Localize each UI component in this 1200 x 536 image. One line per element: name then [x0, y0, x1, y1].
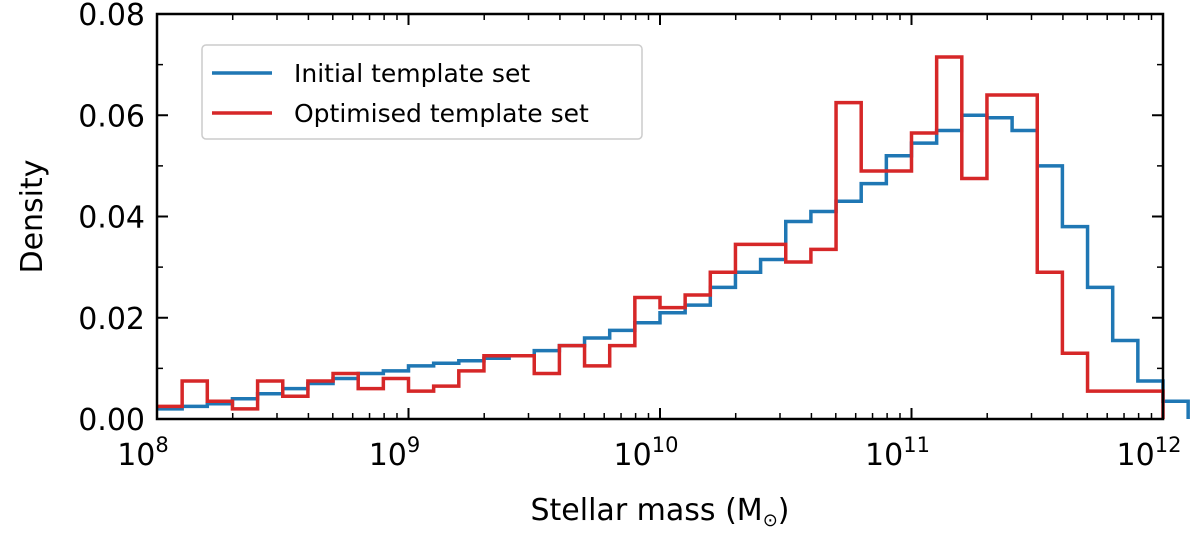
x-tick-label: 108: [117, 433, 169, 473]
x-axis-label-text: Stellar mass (M: [531, 493, 763, 528]
series-step-optimised: [157, 55, 1165, 419]
ticks-layer: 108 109 1010 1011 1012 0.00 0.02 0.04 0.06 0.08: [78, 0, 1181, 473]
x-axis-label-close: ): [778, 493, 790, 528]
y-axis-label: Density: [15, 159, 50, 273]
legend: Initial template set Optimised template …: [201, 44, 643, 140]
solar-mass-symbol: ⊙: [763, 510, 778, 531]
y-tick-label: 0.08: [78, 0, 145, 33]
x-tick-label: 1010: [614, 433, 679, 473]
legend-label-optimised: Optimised template set: [294, 99, 589, 128]
legend-label-initial: Initial template set: [294, 59, 530, 88]
series-layer: [157, 55, 1190, 419]
plot-frame: [155, 12, 1165, 421]
y-tick-label: 0.06: [78, 99, 145, 134]
x-tick-label: 1011: [865, 433, 930, 473]
series-step-initial: [157, 113, 1190, 419]
x-tick-label: 1012: [1117, 433, 1182, 473]
y-tick-label: 0.04: [78, 201, 145, 236]
y-tick-label: 0.00: [78, 403, 145, 438]
x-tick-label: 109: [369, 433, 421, 473]
y-tick-label: 0.02: [78, 302, 145, 337]
x-axis-label: Stellar mass (M⊙): [531, 493, 790, 531]
legend-box: [201, 44, 643, 140]
